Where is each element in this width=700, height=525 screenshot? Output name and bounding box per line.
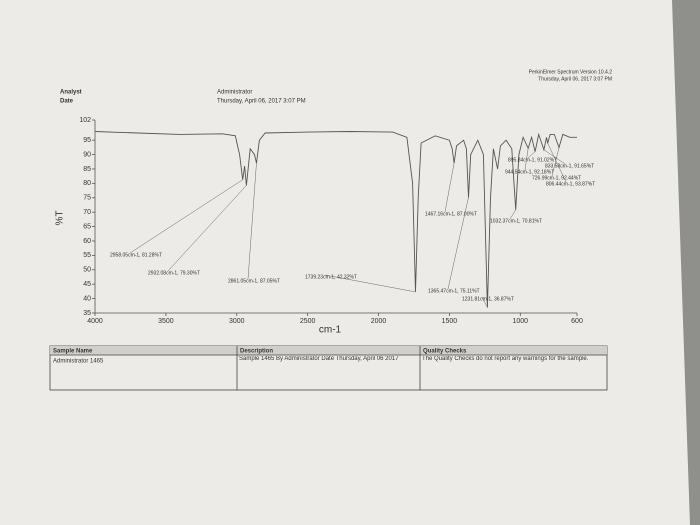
printed-date: Thursday, April 06, 2017 3:07 PM [538, 76, 612, 82]
peak-leader [551, 147, 560, 177]
peak-leader [447, 197, 469, 290]
peak-leader [481, 296, 488, 308]
cell: Sample 1465 By Administrator Date Thursd… [239, 356, 399, 362]
peak-leader [444, 163, 455, 213]
y-tick-label: 65 [83, 223, 91, 230]
peak-label: 833.58cm-1, 91.65%T [545, 163, 594, 169]
peak-label: 1032.37cm-1, 70.81%T [490, 218, 542, 224]
peak-leader [167, 185, 247, 272]
x-tick-label: 2000 [371, 318, 387, 325]
peak-label: 806.44cm-1, 93.87%T [546, 181, 595, 187]
cell: The Quality Checks do not report any war… [422, 356, 589, 362]
peak-leader [509, 209, 516, 220]
y-tick-label: 40 [83, 295, 91, 302]
peak-leader [543, 149, 566, 165]
x-tick-label: 600 [571, 318, 583, 325]
cell: Sample Name [53, 349, 93, 355]
peak-label: 2861.05cm-1, 87.05%T [228, 278, 280, 284]
y-tick-label: 95 [83, 137, 91, 144]
cell: Quality Checks [423, 349, 467, 355]
peak-label: 2958.05cm-1, 81.28%T [110, 252, 162, 258]
x-tick-label: 2500 [300, 318, 316, 325]
peak-leader [547, 143, 567, 183]
x-tick-label: 3500 [158, 318, 174, 325]
y-tick-label: 60 [83, 238, 91, 245]
y-tick-label: 102 [79, 117, 91, 124]
y-tick-label: 35 [83, 310, 91, 317]
peak-label: 726.99cm-1, 92.44%T [532, 175, 581, 181]
date: Thursday, April 06, 2017 3:07 PM [217, 99, 306, 105]
y-axis-label: %T [55, 211, 66, 226]
y-tick-label: 45 [83, 281, 91, 288]
x-tick-label: 4000 [87, 318, 103, 325]
peak-label: 1231.81cm-1, 36.87%T [462, 296, 514, 302]
date-label: Date [60, 99, 74, 105]
y-tick-label: 75 [83, 195, 91, 202]
table-header [50, 346, 607, 355]
peak-label: 1739.23cm-1, 42.32%T [305, 274, 357, 280]
analyst: Administrator [217, 90, 252, 96]
analyst-label: Analyst [60, 90, 82, 96]
peak-label: 1365.47cm-1, 75.11%T [428, 288, 480, 294]
peak-leader [247, 163, 257, 280]
cell-text: The Quality Checks do not report any war… [422, 356, 589, 362]
cell: Description [240, 349, 273, 355]
software: PerkinElmer Spectrum Version 10.4.2 [529, 69, 613, 75]
footer-table: Sample Name Administrator 1465 Descripti… [49, 345, 608, 391]
cell-text: Sample 1465 By Administrator Date Thursd… [239, 356, 399, 362]
y-tick-label: 55 [83, 252, 91, 259]
peak-leader [129, 179, 243, 254]
peak-leader [324, 274, 416, 293]
y-tick-label: 85 [83, 166, 91, 173]
x-tick-label: 3000 [229, 318, 245, 325]
x-axis-label: cm-1 [319, 325, 342, 336]
peak-label: 895.84cm-1, 91.02%T [508, 157, 557, 163]
y-tick-label: 70 [83, 209, 91, 216]
y-tick-label: 50 [83, 267, 91, 274]
peak-label: 944.54cm-1, 92.18%T [505, 169, 554, 175]
peak-label: 1467.16cm-1, 87.00%T [425, 211, 477, 217]
x-tick-label: 1000 [513, 318, 529, 325]
peak-leader [524, 148, 529, 171]
y-tick-label: 90 [83, 151, 91, 158]
spectrum [94, 131, 577, 308]
peak-label: 2932.08cm-1, 79.30%T [148, 270, 200, 276]
x-tick-label: 1500 [442, 318, 458, 325]
peak-leader [527, 151, 536, 159]
cell: Administrator 1465 [53, 359, 104, 365]
y-tick-label: 80 [83, 180, 91, 187]
